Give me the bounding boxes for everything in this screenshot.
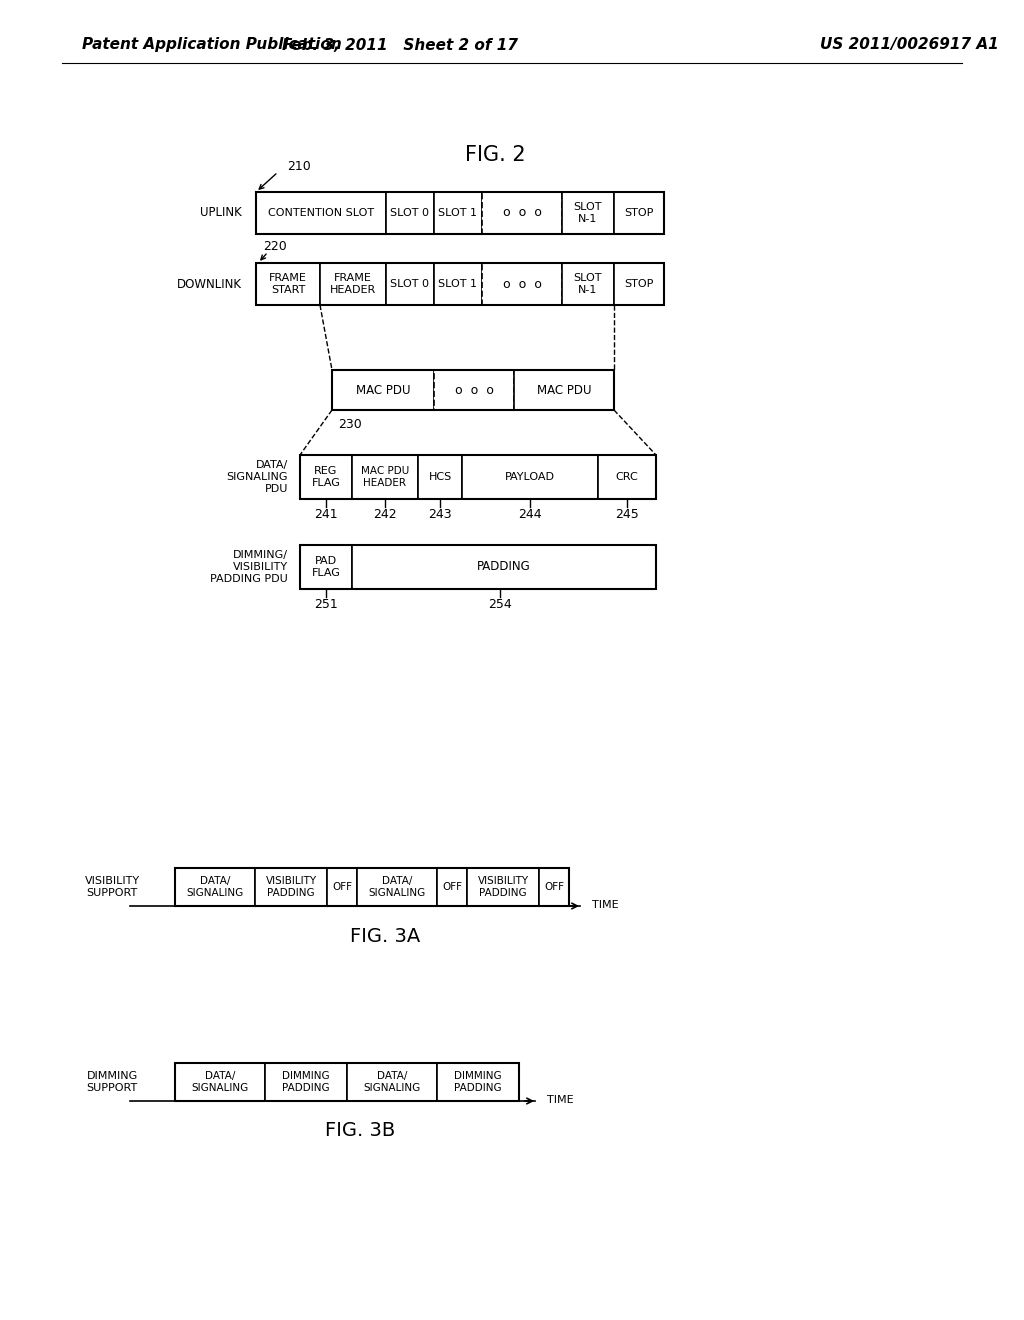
Bar	[256, 191, 664, 234]
Text: CRC: CRC	[615, 473, 638, 482]
Text: FRAME
START: FRAME START	[269, 273, 307, 294]
Text: SLOT 1: SLOT 1	[438, 279, 477, 289]
Text: DIMMING
PADDING: DIMMING PADDING	[455, 1072, 502, 1093]
Text: SLOT 1: SLOT 1	[438, 209, 477, 218]
Text: PAD
FLAG: PAD FLAG	[311, 556, 340, 578]
Bar	[562, 263, 614, 305]
Text: SLOT 0: SLOT 0	[390, 209, 429, 218]
Bar	[265, 1063, 347, 1101]
Text: FIG. 3B: FIG. 3B	[325, 1122, 395, 1140]
Text: US 2011/0026917 A1: US 2011/0026917 A1	[820, 37, 998, 53]
Text: DIMMING
SUPPORT: DIMMING SUPPORT	[86, 1072, 137, 1093]
Bar	[300, 455, 656, 499]
Text: Feb. 3, 2011   Sheet 2 of 17: Feb. 3, 2011 Sheet 2 of 17	[282, 37, 518, 53]
Bar	[300, 455, 352, 499]
Bar	[514, 370, 614, 411]
Bar	[386, 263, 434, 305]
Bar	[300, 545, 352, 589]
Text: DATA/
SIGNALING: DATA/ SIGNALING	[364, 1072, 421, 1093]
Text: 245: 245	[615, 508, 639, 521]
Text: VISIBILITY
SUPPORT: VISIBILITY SUPPORT	[84, 876, 139, 898]
Bar	[357, 869, 437, 906]
Text: DIMMING
PADDING: DIMMING PADDING	[283, 1072, 330, 1093]
Bar	[347, 1063, 437, 1101]
Bar	[386, 191, 434, 234]
Bar	[175, 869, 255, 906]
Text: REG
FLAG: REG FLAG	[311, 466, 340, 488]
Text: OFF: OFF	[332, 882, 352, 892]
Text: HCS: HCS	[428, 473, 452, 482]
Text: VISIBILITY
PADDING: VISIBILITY PADDING	[477, 876, 528, 898]
Bar	[256, 191, 386, 234]
Text: FRAME
HEADER: FRAME HEADER	[330, 273, 376, 294]
Text: STOP: STOP	[625, 209, 653, 218]
Text: 241: 241	[314, 508, 338, 521]
Text: o  o  o: o o o	[503, 277, 542, 290]
Bar	[462, 455, 598, 499]
Text: o  o  o: o o o	[455, 384, 494, 396]
Text: 230: 230	[338, 417, 361, 430]
Text: DATA/
SIGNALING: DATA/ SIGNALING	[369, 876, 426, 898]
Text: TIME: TIME	[592, 900, 618, 909]
Text: PAYLOAD: PAYLOAD	[505, 473, 555, 482]
Bar	[332, 370, 434, 411]
Text: SLOT
N-1: SLOT N-1	[573, 273, 602, 294]
Text: OFF: OFF	[442, 882, 462, 892]
Text: VISIBILITY
PADDING: VISIBILITY PADDING	[265, 876, 316, 898]
Text: 244: 244	[518, 508, 542, 521]
Text: 220: 220	[263, 239, 287, 252]
Bar	[437, 1063, 519, 1101]
Text: o  o  o: o o o	[503, 206, 542, 219]
Text: DATA/
SIGNALING: DATA/ SIGNALING	[191, 1072, 249, 1093]
Bar	[300, 545, 656, 589]
Text: 210: 210	[287, 161, 310, 173]
Text: DOWNLINK: DOWNLINK	[177, 277, 242, 290]
Bar	[539, 869, 569, 906]
Text: CONTENTION SLOT: CONTENTION SLOT	[268, 209, 374, 218]
Bar	[175, 1063, 519, 1101]
Text: STOP: STOP	[625, 279, 653, 289]
Bar	[437, 869, 467, 906]
Text: OFF: OFF	[544, 882, 564, 892]
Text: PADDING: PADDING	[477, 561, 530, 573]
Text: MAC PDU: MAC PDU	[355, 384, 411, 396]
Bar	[175, 869, 569, 906]
Bar	[327, 869, 357, 906]
Bar	[352, 455, 418, 499]
Bar	[434, 191, 482, 234]
Text: 251: 251	[314, 598, 338, 611]
Bar	[332, 370, 614, 411]
Bar	[482, 191, 562, 234]
Bar	[614, 191, 664, 234]
Text: FIG. 2: FIG. 2	[465, 145, 525, 165]
Text: TIME: TIME	[547, 1096, 573, 1105]
Bar	[598, 455, 656, 499]
Bar	[482, 263, 562, 305]
Text: DATA/
SIGNALING: DATA/ SIGNALING	[186, 876, 244, 898]
Bar	[434, 263, 482, 305]
Bar	[418, 455, 462, 499]
Text: SLOT 0: SLOT 0	[390, 279, 429, 289]
Text: SLOT
N-1: SLOT N-1	[573, 202, 602, 224]
Bar	[352, 545, 656, 589]
Text: 243: 243	[428, 508, 452, 521]
Bar	[562, 191, 614, 234]
Text: MAC PDU
HEADER: MAC PDU HEADER	[360, 466, 410, 488]
Text: UPLINK: UPLINK	[201, 206, 242, 219]
Bar	[614, 263, 664, 305]
Text: DIMMING/
VISIBILITY
PADDING PDU: DIMMING/ VISIBILITY PADDING PDU	[210, 550, 288, 583]
Bar	[175, 1063, 265, 1101]
Text: 242: 242	[373, 508, 397, 521]
Text: FIG. 3A: FIG. 3A	[350, 927, 420, 945]
Bar	[434, 370, 514, 411]
Bar	[256, 263, 319, 305]
Bar	[255, 869, 327, 906]
Bar	[256, 263, 664, 305]
Text: 254: 254	[488, 598, 512, 611]
Bar	[319, 263, 386, 305]
Text: MAC PDU: MAC PDU	[537, 384, 591, 396]
Bar	[467, 869, 539, 906]
Text: Patent Application Publication: Patent Application Publication	[82, 37, 342, 53]
Text: DATA/
SIGNALING
PDU: DATA/ SIGNALING PDU	[226, 461, 288, 494]
